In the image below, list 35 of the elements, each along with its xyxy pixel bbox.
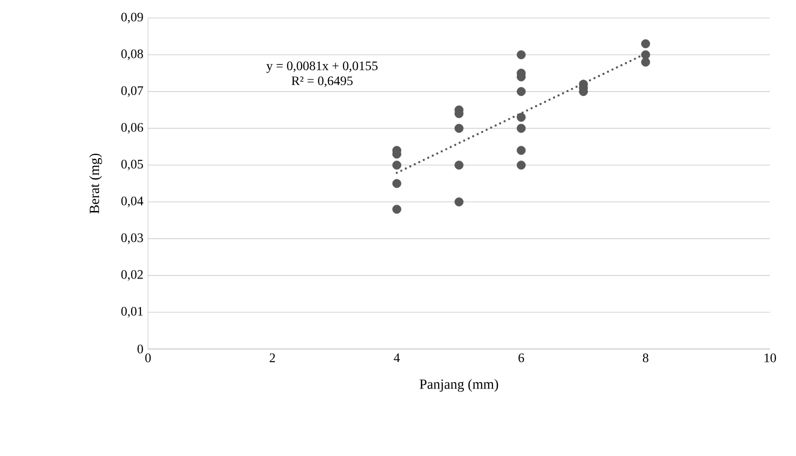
annotation: R² = 0,6495 bbox=[292, 76, 353, 88]
y-tick-label: 0,01 bbox=[121, 306, 143, 318]
point bbox=[516, 112, 526, 122]
y-tick-label: 0 bbox=[138, 344, 143, 354]
y-axis-title: Berat (mg) bbox=[89, 154, 102, 214]
point bbox=[454, 160, 464, 170]
point bbox=[454, 124, 464, 133]
point bbox=[516, 87, 526, 96]
point bbox=[641, 58, 650, 67]
x-axis-title: Panjang (mm) bbox=[420, 379, 498, 392]
y-tick-label: 0,07 bbox=[121, 86, 144, 97]
point bbox=[516, 146, 526, 155]
y-tick-label: 0,08 bbox=[121, 49, 143, 60]
point bbox=[516, 160, 526, 170]
x-tick-label: 6 bbox=[518, 354, 524, 362]
y-tick-label: 0,04 bbox=[121, 196, 144, 208]
annotation: y = 0,0081x + 0,0155 bbox=[266, 61, 378, 73]
point bbox=[392, 160, 402, 170]
point bbox=[516, 124, 526, 133]
y-tick-label: 0,05 bbox=[121, 160, 143, 170]
point bbox=[641, 39, 650, 48]
x-tick-label: 0 bbox=[145, 354, 151, 362]
point bbox=[454, 197, 464, 206]
x-tick-label: 8 bbox=[642, 354, 648, 362]
y-tick-label: 0,03 bbox=[121, 233, 143, 244]
point bbox=[392, 204, 402, 214]
x-tick-label: 2 bbox=[270, 354, 275, 362]
point bbox=[516, 50, 526, 60]
y-tick-label: 0,09 bbox=[121, 12, 143, 24]
point bbox=[641, 50, 650, 60]
x-tick-label: 10 bbox=[764, 354, 776, 362]
y-tick-label: 0,02 bbox=[121, 270, 143, 281]
y-tick-label: 0,06 bbox=[121, 123, 144, 134]
point bbox=[392, 179, 402, 188]
x-tick-label: 4 bbox=[394, 354, 400, 362]
